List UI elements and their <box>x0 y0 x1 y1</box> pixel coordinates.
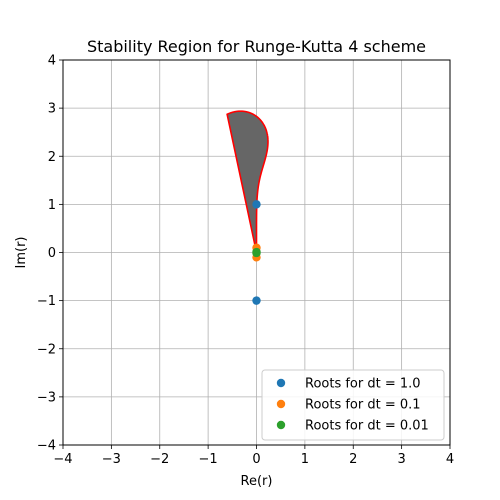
legend-entry-label: Roots for dt = 0.01 <box>305 419 429 434</box>
y-tick-label: −2 <box>37 342 56 357</box>
y-tick-label: 0 <box>48 246 56 261</box>
x-tick-label: −1 <box>199 452 218 467</box>
legend: Roots for dt = 1.0 Roots for dt = 0.1 Root… <box>261 369 445 441</box>
x-tick-label: 2 <box>349 452 357 467</box>
legend-entry-label: Roots for dt = 0.1 <box>305 398 421 413</box>
stability-region-boundary <box>226 110 269 253</box>
y-tick-label: −4 <box>37 439 56 454</box>
y-tick-label: −3 <box>37 390 56 405</box>
y-tick-label: 3 <box>48 102 56 117</box>
legend-marker <box>276 420 286 430</box>
x-tick-label: −2 <box>150 452 169 467</box>
x-tick-label: 1 <box>301 452 309 467</box>
x-tick-label: 0 <box>252 452 260 467</box>
stability-region <box>226 110 269 253</box>
x-axis-label: Re(r) <box>241 474 273 489</box>
legend-box <box>261 369 445 441</box>
root-points <box>252 200 261 305</box>
y-tick-label: 2 <box>48 150 56 165</box>
root-point-series-1 <box>252 296 261 305</box>
x-tick-label: −3 <box>102 452 121 467</box>
x-tick-label: −4 <box>53 452 72 467</box>
x-tick-label: 4 <box>446 452 454 467</box>
axis-ticks: −4 −3 −2 −1 0 1 2 3 4 −4 −3 −2 −1 0 1 2 3 4 <box>37 54 454 468</box>
legend-marker <box>276 399 286 409</box>
y-tick-label: 4 <box>48 54 56 69</box>
legend-entry-label: Roots for dt = 1.0 <box>305 377 421 392</box>
x-tick-label: 3 <box>397 452 405 467</box>
root-point-series-3 <box>252 248 261 258</box>
y-axis-label: Im(r) <box>14 237 29 269</box>
legend-marker <box>276 378 286 388</box>
y-tick-label: 1 <box>48 198 56 213</box>
y-tick-label: −1 <box>37 294 56 309</box>
chart-title: Stability Region for Runge-Kutta 4 schem… <box>87 37 426 56</box>
root-point-series-1 <box>252 200 261 209</box>
